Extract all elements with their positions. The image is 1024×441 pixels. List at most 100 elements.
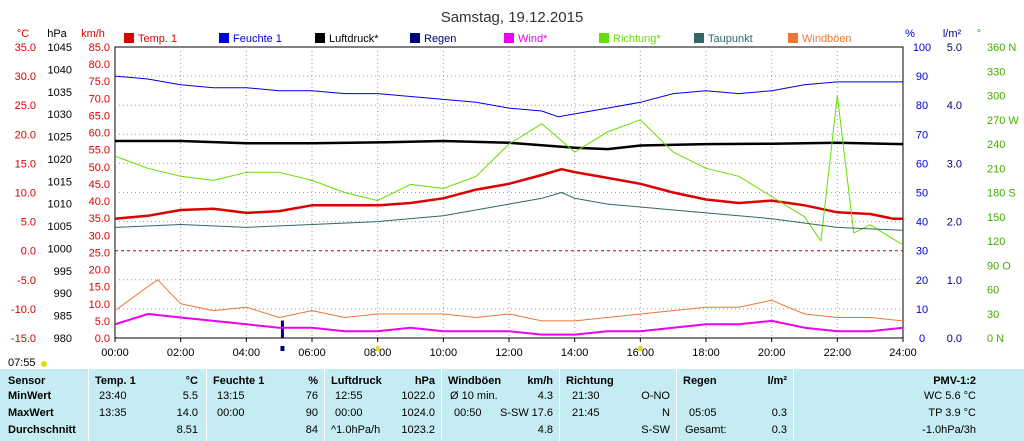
y-tick-humidity: 40 — [916, 217, 928, 229]
y-tick-wind: 5.0 — [95, 316, 110, 328]
legend-label: Wind* — [518, 33, 548, 45]
rain-total: 0.3 — [771, 424, 787, 436]
y-tick-direction: 180 S — [987, 188, 1016, 200]
rain-max-time: 05:05 — [689, 407, 717, 419]
y-tick-wind: 25.0 — [89, 247, 110, 259]
stats-label-sensor: Sensor — [8, 375, 46, 387]
y-tick-pressure: 1000 — [48, 243, 72, 255]
pressure-title: Luftdruck — [331, 375, 382, 387]
rain-unit: l/m² — [767, 375, 787, 387]
axis-unit-pressure: hPa — [47, 28, 67, 40]
sun-icon — [41, 361, 47, 367]
pressure-unit: hPa — [414, 375, 435, 387]
legend-swatch — [219, 33, 229, 43]
y-tick-humidity: 30 — [916, 246, 928, 258]
direction-min-time: 21:30 — [572, 390, 600, 402]
series-temp-1 — [114, 167, 903, 220]
axis-unit-rain: l/m² — [943, 28, 962, 40]
chart-axes: 00:00 02:00 04:00 06:00 08:00 10:00 12:00 14:00… — [11, 28, 1019, 367]
y-tick-wind: 30.0 — [89, 230, 110, 242]
y-tick-wind: 60.0 — [89, 128, 110, 140]
y-tick-direction: 90 O — [987, 260, 1011, 272]
y-tick-temp: -10.0 — [11, 304, 36, 316]
y-tick-pressure: 1030 — [48, 109, 72, 121]
y-tick-temp: 35.0 — [15, 42, 36, 54]
y-tick-humidity: 80 — [916, 100, 928, 112]
y-tick-pressure: 1015 — [48, 176, 72, 188]
pmv-wc: WC 5.6 °C — [923, 390, 976, 402]
stats-col-gust: Windböen km/h Ø 10 min. 4.3 00:50 S-SW 17.6 … — [441, 369, 559, 441]
series-taupunkt — [114, 192, 904, 231]
x-marker — [638, 346, 643, 351]
chart-series — [114, 75, 904, 338]
y-tick-rain: 4.0 — [947, 100, 962, 112]
y-tick-pressure: 1005 — [48, 221, 72, 233]
x-tick-label: 14:00 — [561, 347, 589, 359]
chart-title: Samstag, 19.12.2015 — [441, 9, 584, 26]
y-tick-direction: 150 — [987, 212, 1005, 224]
pressure-min: 1022.0 — [401, 390, 435, 402]
y-tick-humidity: 100 — [913, 42, 931, 54]
y-tick-pressure: 980 — [54, 333, 72, 345]
direction-title: Richtung — [566, 375, 614, 387]
y-tick-humidity: 0 — [919, 333, 925, 345]
humidity-max-time: 00:00 — [217, 407, 245, 419]
x-tick-label: 16:00 — [627, 347, 655, 359]
pmv-title: PMV-1:2 — [933, 375, 976, 387]
day-start-time: 07:55 — [8, 357, 36, 369]
direction-min: O-NO — [641, 390, 670, 402]
legend-label: Temp. 1 — [138, 33, 177, 45]
y-tick-pressure: 1040 — [48, 64, 72, 76]
y-tick-pressure: 1025 — [48, 132, 72, 144]
temp-title: Temp. 1 — [95, 375, 136, 387]
legend-swatch — [124, 33, 134, 43]
humidity-avg: 84 — [305, 424, 318, 436]
y-tick-wind: 65.0 — [89, 110, 110, 122]
legend-swatch — [504, 33, 514, 43]
y-tick-humidity: 10 — [916, 304, 928, 316]
y-tick-direction: 0 N — [987, 333, 1004, 345]
y-tick-humidity: 50 — [916, 188, 928, 200]
legend-swatch — [694, 33, 704, 43]
humidity-min: 76 — [305, 390, 318, 402]
legend-swatch — [599, 33, 609, 43]
series-richtung — [114, 95, 904, 246]
y-tick-wind: 55.0 — [89, 145, 110, 157]
pressure-trend: ^1.0hPa/h — [331, 424, 381, 436]
chart-legend: Temp. 1 Feuchte 1 Luftdruck* Regen Wind* Rich… — [124, 33, 852, 45]
gust-avg10: 4.3 — [537, 390, 553, 402]
axis-unit-direction: ° — [977, 28, 981, 40]
x-tick-label: 10:00 — [430, 347, 458, 359]
x-tick-label: 02:00 — [167, 347, 195, 359]
humidity-title: Feuchte 1 — [213, 375, 265, 387]
x-tick-label: 04:00 — [233, 347, 261, 359]
y-tick-direction: 330 — [987, 66, 1005, 78]
series-feuchte-1 — [114, 75, 903, 118]
pressure-max-time: 00:00 — [335, 407, 363, 419]
y-tick-wind: 40.0 — [89, 196, 110, 208]
x-tick-label: 08:00 — [364, 347, 392, 359]
y-tick-humidity: 20 — [916, 275, 928, 287]
legend-label: Richtung* — [613, 33, 661, 45]
y-tick-humidity: 90 — [916, 71, 928, 83]
legend-label: Windböen — [802, 33, 852, 45]
stats-col-direction: Richtung 21:30 O-NO 21:45 N S-SW — [559, 369, 676, 441]
temp-max-time: 13:35 — [99, 407, 127, 419]
y-tick-pressure: 1010 — [48, 199, 72, 211]
y-tick-temp: 0.0 — [21, 246, 36, 258]
y-tick-rain: 0.0 — [947, 333, 962, 345]
weather-chart: 00:00 02:00 04:00 06:00 08:00 10:00 12:00 14:00… — [11, 9, 1019, 367]
axis-unit-wind: km/h — [81, 28, 105, 40]
x-tick-label: 12:00 — [495, 347, 523, 359]
gust-avg10-label: Ø 10 min. — [450, 390, 498, 402]
y-tick-wind: 80.0 — [89, 59, 110, 71]
gust-avg: 4.8 — [537, 424, 553, 436]
x-tick-label: 20:00 — [758, 347, 786, 359]
x-tick-label: 22:00 — [824, 347, 852, 359]
stats-label-min: MinWert — [8, 390, 52, 402]
pressure-min-time: 12:55 — [335, 390, 363, 402]
legend-swatch — [410, 33, 420, 43]
y-tick-wind: 10.0 — [89, 299, 110, 311]
gust-max-time: 00:50 — [454, 407, 482, 419]
y-tick-wind: 35.0 — [89, 213, 110, 225]
